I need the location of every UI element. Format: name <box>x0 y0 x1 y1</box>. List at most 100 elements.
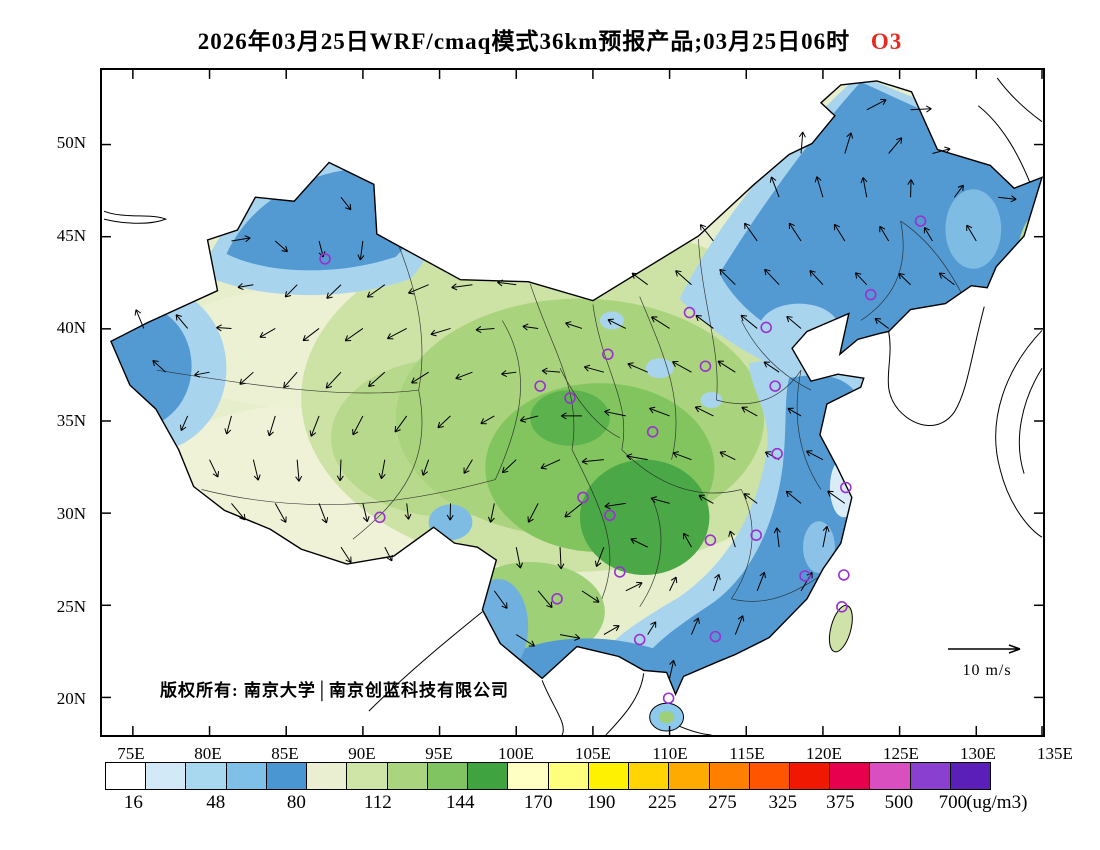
colorbar-cell <box>950 763 991 789</box>
taiwan-island <box>828 604 853 653</box>
wind-arrow-icon <box>581 457 604 465</box>
islands <box>649 604 853 732</box>
x-tick-label: 135E <box>1037 744 1073 763</box>
wind-arrow-icon <box>594 546 605 568</box>
china-map <box>102 70 1043 735</box>
wind-arrow-icon <box>648 406 670 417</box>
wind-arrow-icon <box>437 415 451 429</box>
colorbar-tick-label: 325 <box>768 792 798 813</box>
wind-arrow-icon <box>540 459 561 470</box>
city-marker-icon <box>319 253 331 265</box>
coastlines <box>103 77 1043 735</box>
wind-arrow-icon <box>626 453 648 461</box>
colorbar-cell <box>146 763 187 789</box>
wind-arrow-icon <box>932 146 951 154</box>
wind-arrow-icon <box>683 532 692 548</box>
city-marker-icon <box>699 360 712 372</box>
city-marker-icon <box>633 633 646 646</box>
colorbar-cell <box>266 763 308 789</box>
city-marker-icon <box>704 534 717 546</box>
city-marker-icon <box>760 321 772 334</box>
wind-arrow-icon <box>362 503 370 523</box>
wind-arrow-icon <box>357 240 365 261</box>
wind-arrow-icon <box>237 283 254 291</box>
wind-arrow-icon <box>719 268 736 286</box>
colorbar-cell <box>749 763 790 789</box>
wind-arrow-icon <box>340 546 352 563</box>
city-marker-icon <box>564 392 576 404</box>
wind-arrow-icon <box>998 195 1017 203</box>
x-tick-label: 130E <box>960 744 996 763</box>
wind-arrow-icon <box>152 359 167 373</box>
wind-arrow-icon <box>888 137 903 154</box>
colorbar-cell <box>548 763 589 789</box>
colorbar-tick-label: 225 <box>648 792 677 813</box>
x-tick-label: 105E <box>575 744 611 763</box>
wind-arrow-icon <box>809 270 824 286</box>
city-marker-icon <box>604 509 616 522</box>
wind-arrow-icon <box>773 527 781 548</box>
china-border <box>110 80 1043 697</box>
wind-arrow-icon <box>565 321 583 329</box>
wind-arrow-icon <box>805 450 824 461</box>
colorbar-tick-label: 112 <box>363 792 392 813</box>
city-marker-icon <box>709 630 722 643</box>
wind-arrow-icon <box>325 371 342 389</box>
wind-arrow-icon <box>407 284 429 295</box>
wind-arrow-icon <box>910 105 932 113</box>
wind-arrow-icon <box>274 240 288 253</box>
wind-arrow-icon <box>175 314 189 329</box>
hainan-island-center <box>658 711 675 724</box>
colorbar-cell <box>468 763 509 789</box>
wind-arrow-icon <box>898 272 911 286</box>
wind-arrow-icon <box>487 503 495 523</box>
wind-arrow-icon <box>631 272 648 286</box>
colorbar-cell <box>186 763 227 789</box>
wind-scale-legend: 10 m/s <box>939 642 1035 680</box>
city-marker-icon <box>577 491 589 504</box>
wind-arrow-icon <box>844 132 854 154</box>
wind-arrow-icon <box>497 279 517 287</box>
wind-arrow-icon <box>788 222 802 242</box>
colorbar-tick-label: 275 <box>708 792 737 813</box>
colorbar-tick-label: 375 <box>826 792 855 813</box>
wind-arrow-icon <box>734 615 745 635</box>
wind-arrow-icon <box>352 415 364 436</box>
city-marker-icon <box>534 380 546 392</box>
wind-arrow-icon <box>541 367 561 375</box>
wind-arrow-icon <box>480 415 495 425</box>
wind-arrow-icon <box>384 546 393 562</box>
wind-arrow-icon <box>719 451 736 461</box>
colorbar-tick-label: 16 <box>123 792 143 813</box>
wind-arrow-icon <box>581 590 600 603</box>
x-tick-label: 120E <box>806 744 842 763</box>
wind-arrow-icon <box>537 590 553 609</box>
wind-arrow-icon <box>455 371 473 381</box>
wind-arrow-icon <box>854 272 868 286</box>
colorbar-tick-label: 80 <box>286 792 306 813</box>
wind-arrow-icon <box>744 222 758 242</box>
wind-arrow-icon <box>769 176 780 198</box>
city-marker-icon <box>840 481 852 494</box>
wind-arrow-icon <box>134 309 145 329</box>
wind-arrow-icon <box>672 360 692 373</box>
wind-arrow-icon <box>814 176 824 198</box>
y-tick-label: 35N <box>56 411 86 431</box>
wind-arrow-icon <box>239 371 254 385</box>
wind-arrow-icon <box>651 316 670 329</box>
plot-title: 2026年03月25日WRF/cmaq模式36km预报产品;03月25日06时 … <box>0 22 1100 56</box>
city-marker-icon <box>683 306 696 319</box>
city-marker-icon <box>374 511 386 524</box>
wind-arrow-icon <box>340 196 352 211</box>
wind-arrow-icon <box>743 493 758 504</box>
y-tick-label: 20N <box>56 689 86 709</box>
wind-arrow-icon <box>326 284 342 299</box>
wind-arrow-icon <box>493 590 508 609</box>
x-tick-label: 110E <box>652 744 688 763</box>
x-tick-label: 100E <box>498 744 534 763</box>
colorbar <box>105 762 991 790</box>
x-tick-label: 80E <box>194 744 222 763</box>
wind-arrow-icon <box>515 547 523 569</box>
wind-arrow-icon <box>764 268 780 286</box>
wind-arrow-icon <box>559 633 581 641</box>
